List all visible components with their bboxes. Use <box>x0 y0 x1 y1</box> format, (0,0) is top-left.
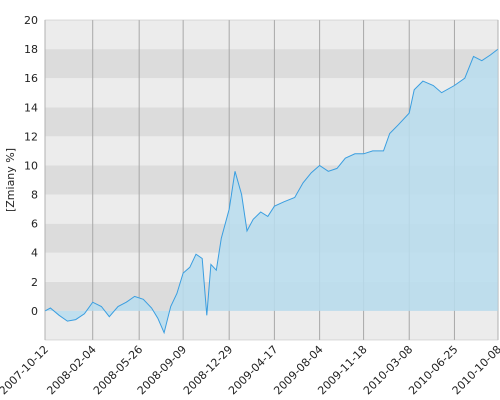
y-tick-label: 6 <box>31 218 38 231</box>
y-tick-label: 18 <box>24 43 38 56</box>
y-tick-label: 0 <box>31 305 38 318</box>
y-tick-label: 20 <box>24 14 38 27</box>
grid-band <box>45 20 498 50</box>
x-tick-label: 2007-10-12 <box>0 343 51 397</box>
y-tick-label: 14 <box>24 101 38 114</box>
y-tick-label: 16 <box>24 72 38 85</box>
y-tick-label: 8 <box>31 189 38 202</box>
y-tick-label: 2 <box>31 276 38 289</box>
y-tick-label: 10 <box>24 159 38 172</box>
grid-band <box>45 49 498 79</box>
line <box>44 48 499 335</box>
y-tick-label: 12 <box>24 130 38 143</box>
plot-border <box>44 19 499 341</box>
area <box>45 49 498 333</box>
grid-band <box>45 310 498 340</box>
y-axis-label: [Zmiany %] <box>4 148 17 212</box>
y-tick-label: 4 <box>31 247 38 260</box>
